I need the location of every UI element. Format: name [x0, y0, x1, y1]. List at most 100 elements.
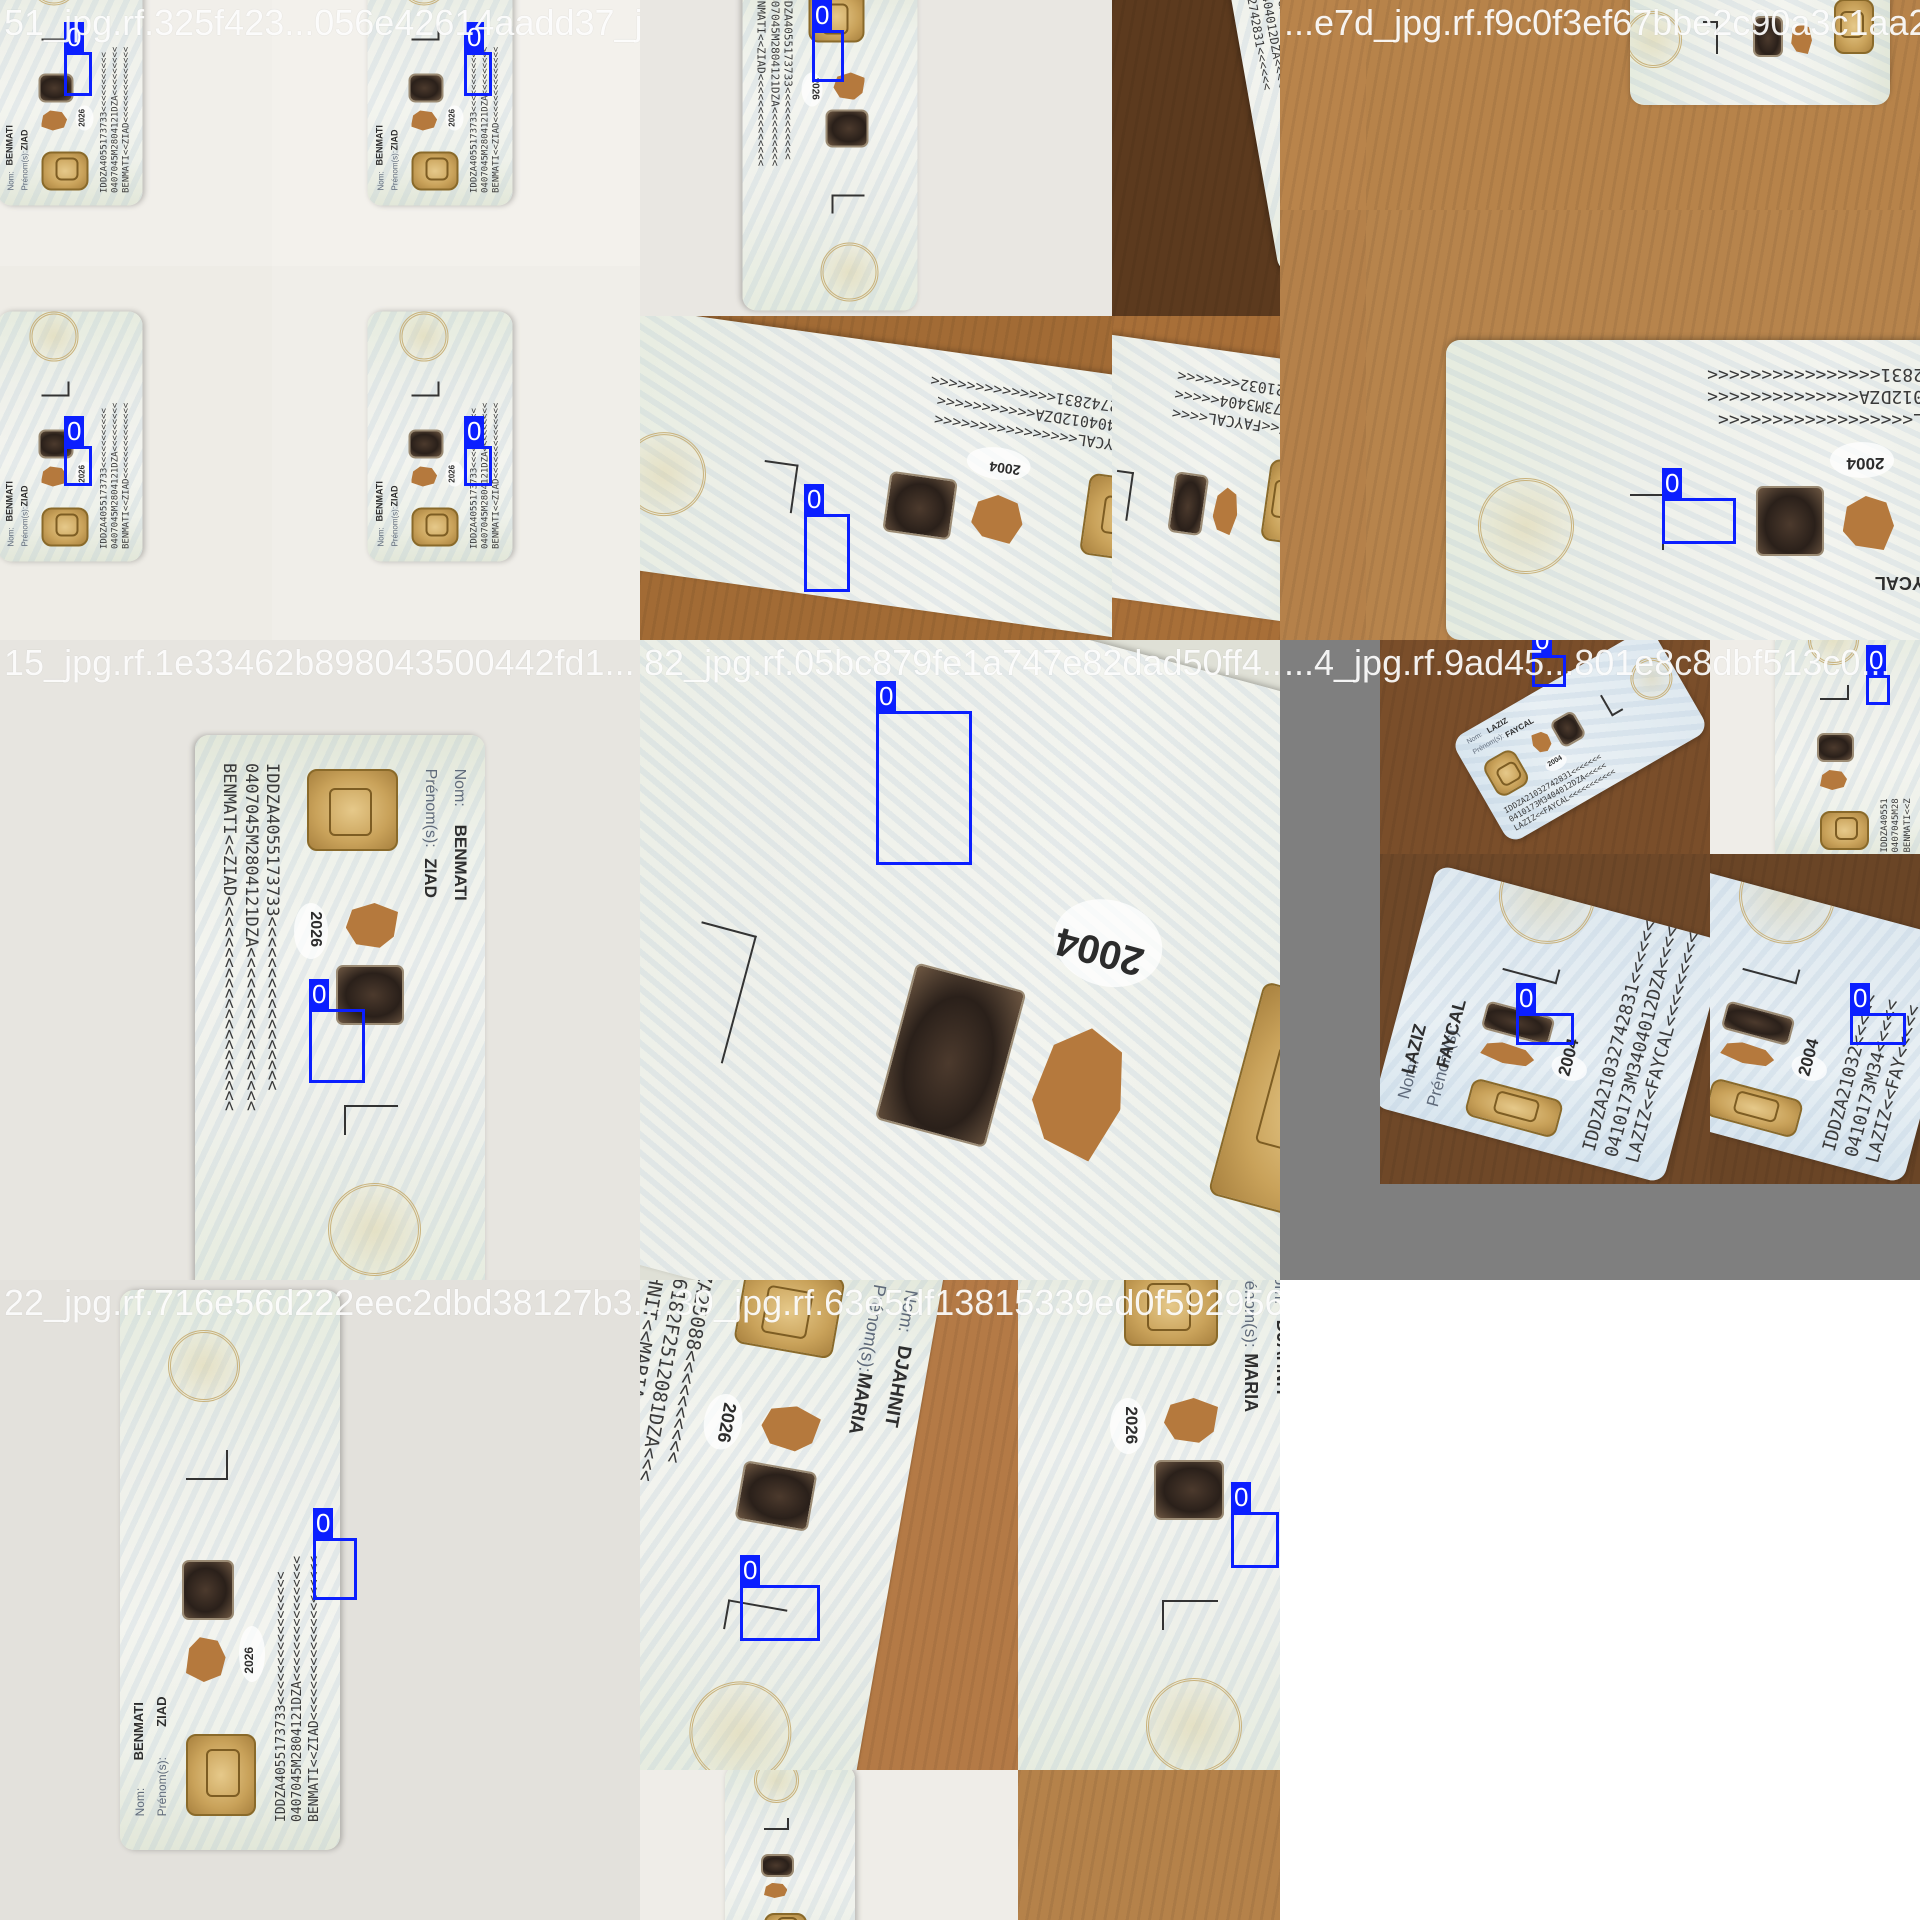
mosaic-tile: Nom: DJAHNIT Prénom(s): MARIA 2026 DDZA25088<…	[640, 1280, 1280, 1920]
signature-mark	[831, 194, 865, 214]
map-shape-icon	[1820, 770, 1847, 790]
mosaic-segment-photo	[1280, 0, 1366, 210]
card-firstname: ZIAD	[389, 129, 400, 150]
mrz-zone: LAZIZ<<FAYCAL<<<<<<<<<<<<<<<< 0410173M340…	[924, 371, 1112, 465]
mosaic-segment-photo: Nom:LAZIZPrénom(s):FAYCALLAZIZ<<FAYCAL<<…	[1112, 0, 1280, 316]
mrz-line: 0407045M28	[1891, 798, 1902, 853]
emblem-seal-icon	[399, 311, 449, 361]
signature-mark	[1162, 1599, 1218, 1630]
mosaic-segment-photo: IDDZA40551 0407045M28 BENMATI<<Z 0	[1710, 640, 1920, 854]
chip-icon	[1463, 1077, 1565, 1140]
detection-class-label: 0	[1231, 1482, 1252, 1512]
tile-filename: 22_jpg.rf.716e56d222eec2dbd38127b3...	[4, 1282, 640, 1323]
mosaic-segment-photo: 2004 LAZIZ<<FAYCAL<<<<<<<<<<<<<<<< 0410173…	[640, 316, 1112, 640]
mrz-line: IDDZA4055173733<<<<<<<<<<<<<<<<<	[274, 1571, 289, 1822]
emblem-seal-icon	[168, 1330, 241, 1402]
card-firstname: ZIAD	[421, 858, 441, 898]
card-name-label: Nom:	[133, 1787, 148, 1817]
detection-box	[464, 446, 492, 486]
detection-box	[64, 52, 92, 96]
mrz-line: BENMATI<<ZIAD<<<<<<<<<<<<<<	[491, 402, 502, 549]
mosaic-tile: Nom: BENMATI Prénom(s): ZIAD 2026 IDDZA405517…	[0, 1280, 640, 1920]
mosaic-tile: LAZIZ0410IDDZNom:LAZIZPrénom(s):FAYCAL20…	[1280, 0, 1920, 640]
detection-box	[740, 1585, 820, 1641]
portrait-photo	[734, 1459, 819, 1532]
mrz-line: BENMATI<<Z	[1902, 798, 1913, 853]
emblem-seal-icon	[680, 1673, 800, 1770]
card-firstname: FAYCAL	[1503, 715, 1536, 740]
card-name-label: Nom:	[376, 526, 386, 546]
id-card: IDDZ0407BENM	[725, 1770, 855, 1920]
signature-mark	[667, 921, 757, 1064]
map-shape-icon	[758, 1401, 822, 1455]
portrait-photo	[408, 429, 444, 459]
mrz-line: LAZIZ<<FAYCAL<<<<<<<<<<<<<<<<<<	[1718, 409, 1920, 430]
card-firstname: ZIAD	[389, 485, 400, 506]
card-name-label: Nom:	[376, 170, 386, 190]
detection-box	[464, 52, 492, 96]
signature-mark	[343, 1104, 398, 1135]
detection-box	[1866, 675, 1890, 705]
signature-mark	[1599, 689, 1624, 717]
chip-icon	[1207, 980, 1280, 1235]
card-firstname: MARIA	[1241, 1353, 1262, 1413]
emblem-seal-icon	[1728, 864, 1846, 955]
id-card: Nom:LAZIZPrénom(s):FAYCAL2004LAZIZ<<FAYC…	[1446, 340, 1920, 640]
portrait-photo	[1548, 708, 1588, 749]
detection-class-label: 0	[64, 416, 85, 446]
card-firstname: FAYCAL	[1874, 573, 1920, 594]
mrz-line: BENMATI<<ZIAD<<<<<<<<<<<<<<	[754, 0, 768, 166]
card-surname: LAZIZ	[1397, 1021, 1431, 1077]
card-surname: BENMATI	[4, 124, 15, 165]
emblem-seal-icon	[1146, 1678, 1242, 1770]
card-surname: BENMATI	[4, 480, 15, 521]
mrz-line: 0407045M2804121DZA<<<<<<<<<<<<<<<<	[240, 763, 261, 1111]
signature-mark	[757, 460, 799, 514]
card-firstname-label: Prénom(s):	[155, 1757, 170, 1817]
map-shape-icon	[1210, 486, 1240, 536]
card-name-label: Nom:	[450, 768, 468, 807]
mosaic-segment-photo: IDDZ0407BENM	[640, 1770, 1018, 1920]
portrait-photo	[826, 109, 869, 148]
card-firstname: MARIA	[844, 1371, 876, 1437]
portrait-photo	[1817, 733, 1854, 763]
map-shape-icon	[186, 1637, 226, 1682]
mrz-line: IDDZA4055173733<<<<<<<<<<<	[99, 407, 109, 549]
chip-icon	[1078, 472, 1112, 567]
mrz-zone: IDDZA40551 0407045M28 BENMATI<<Z	[1880, 798, 1914, 852]
emblem-seal-icon	[328, 1183, 422, 1276]
portrait-photo	[874, 962, 1027, 1149]
emblem-seal-icon	[1488, 864, 1606, 955]
tile-filename: 51_jpg.rf.325f423...056e42614aadd37_jpg.…	[4, 2, 640, 43]
detection-class-label: 0	[464, 22, 485, 52]
id-card: Nom: BENMATI Prénom(s): ZIAD 2026 IDDZA405517…	[120, 1290, 340, 1850]
chip-icon	[764, 1913, 807, 1920]
mrz-line: BENMATI<<ZIAD<<<<<<<<<<<<<<	[121, 402, 132, 549]
map-shape-icon	[411, 466, 437, 486]
signature-mark	[1629, 494, 1664, 550]
mosaic-segment-photo: Nom:LAZIZPrénom(s):FAYCAL2004LAZIZ<<FAYC…	[1366, 210, 1920, 640]
detection-box	[1516, 1013, 1574, 1045]
mrz-line: IDDZA21032742831<<<<<<<<<<<<<<<<	[1707, 364, 1920, 385]
mrz-zone: IDDZA21032742831<<<<<<<<<< 0410173M340401…	[1579, 876, 1710, 1166]
detection-class-label: 0	[1866, 645, 1887, 675]
id-card: Nom: BENMATI Prénom(s): ZIAD 2026 IDDZA405517…	[195, 735, 485, 1280]
card-name-label: Nom:	[6, 170, 16, 190]
emblem-seal-icon	[640, 426, 712, 522]
detection-box	[804, 514, 850, 592]
chip-icon	[186, 1734, 256, 1817]
card-year: 2026	[447, 464, 457, 483]
signature-mark	[1502, 955, 1561, 985]
portrait-photo	[881, 470, 958, 541]
chip-icon	[307, 768, 398, 851]
mosaic-segment-photo: Nom: LAZIZ Prénom(s): FAYCAL 2004 IDDZA210327…	[1380, 640, 1710, 854]
signature-mark	[1112, 470, 1135, 521]
signature-mark	[186, 1450, 228, 1481]
signature-mark	[1742, 955, 1801, 985]
detection-box	[64, 446, 92, 486]
tile-filename: ...39_jpg.rf.63e5df13815339ed0f592956728…	[644, 1282, 1280, 1323]
mrz-zone: IDDZA4055173733<<<<<<<<<<< 0407045M280412…	[754, 0, 796, 166]
tile-filename: ...4_jpg.rf.9ad45...801e8c8dbf513c0...	[1284, 642, 1891, 683]
detection-class-label: 0	[1532, 640, 1553, 655]
card-firstname: FAYCAL	[1431, 996, 1470, 1071]
